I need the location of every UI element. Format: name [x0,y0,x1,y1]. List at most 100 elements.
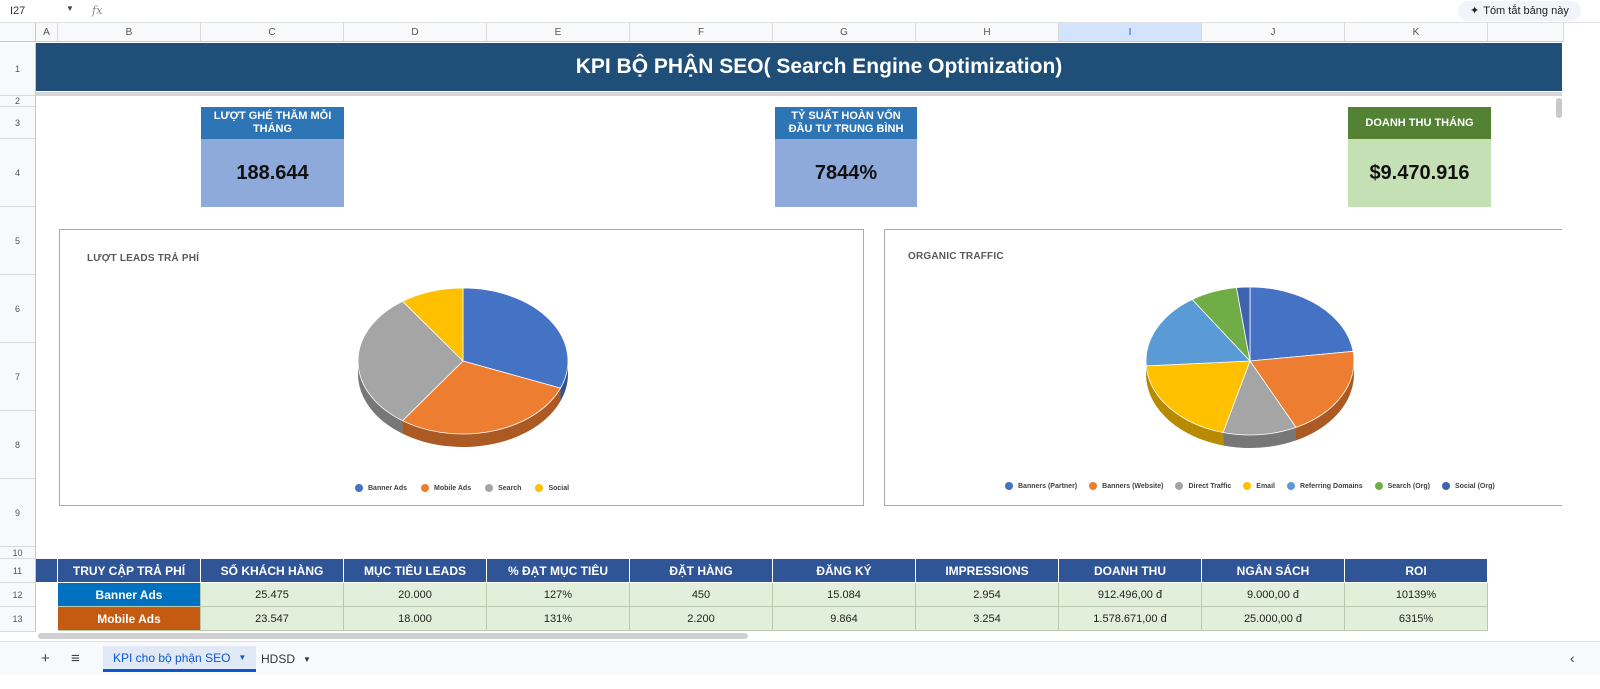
legend-item: Banner Ads [355,484,407,492]
table-cell[interactable]: 6315% [1345,607,1488,631]
organic-traffic-chart[interactable]: ORGANIC TRAFFIC Banners (Partner) Banners… [884,229,1562,506]
row-header-4[interactable]: 4 [0,139,36,207]
table-cell[interactable]: 10139% [1345,583,1488,607]
frozen-row-divider[interactable] [36,92,1562,96]
scroll-thumb[interactable] [38,633,748,639]
pie-slice-search [357,300,464,422]
table-cell[interactable]: 9.864 [773,607,916,631]
table-cell[interactable]: 1.578.671,00 đ [1059,607,1202,631]
table-cell[interactable]: 18.000 [344,607,487,631]
chart-title: LƯỢT LEADS TRẢ PHÍ [87,253,200,264]
kpi-roi-label: TỶ SUẤT HOÀN VỐN ĐẦU TƯ TRUNG BÌNH [775,107,917,139]
legend-label: Social (Org) [1455,482,1495,490]
name-box-dropdown-icon[interactable]: ▼ [66,4,74,13]
table-row-label[interactable]: Banner Ads [58,583,201,607]
table-header: NGÂN SÁCH [1202,559,1345,582]
table-cell[interactable]: 20.000 [344,583,487,607]
name-box[interactable]: I27 [10,5,26,17]
row-header-8[interactable]: 8 [0,411,36,479]
pie-slice-side [402,388,561,447]
table-cell[interactable]: 3.254 [916,607,1059,631]
sparkle-icon: ✦ [1470,5,1480,17]
row-header-6[interactable]: 6 [0,275,36,343]
table-cell[interactable]: 2.200 [630,607,773,631]
kpi-visits-label: LƯỢT GHÉ THĂM MỖI THÁNG [201,107,344,139]
scroll-thumb[interactable] [1556,98,1562,118]
chevron-left-icon[interactable]: ‹ [1570,650,1575,666]
pie-slice-side [1295,361,1354,441]
legend-swatch [355,484,363,492]
column-header-c[interactable]: C [201,23,344,42]
table-cell[interactable]: 15.084 [773,583,916,607]
row-header-11[interactable]: 11 [0,559,36,583]
chevron-down-icon[interactable]: ▼ [238,653,247,662]
table-cell[interactable]: 9.000,00 đ [1202,583,1345,607]
page-title: KPI BỘ PHẬN SEO( Search Engine Optimizat… [36,43,1562,91]
paid-leads-chart[interactable]: LƯỢT LEADS TRẢ PHÍ Banner Ads Mobile Ads S… [59,229,864,506]
table-cell[interactable]: 127% [487,583,630,607]
kpi-roi-value: 7844% [775,139,917,207]
table-header: SỐ KHÁCH HÀNG [201,559,344,582]
legend-label: Mobile Ads [434,484,472,492]
column-header-f[interactable]: F [630,23,773,42]
row-header-9[interactable]: 9 [0,479,36,547]
row-header-1[interactable]: 1 [0,43,36,96]
column-header-blank [1488,23,1564,42]
chart-legend: Banner Ads Mobile Ads Search Social [355,484,569,492]
chart-title: ORGANIC TRAFFIC [908,251,1004,262]
table-header: % ĐẠT MỤC TIÊU [487,559,630,582]
legend-item: Banners (Partner) [1005,482,1077,490]
column-header-g[interactable]: G [773,23,916,42]
legend-swatch [535,484,544,492]
formula-bar: I27 ▼ fx ✦ Tóm tắt bảng này [0,0,1600,23]
all-sheets-menu-icon[interactable]: ≡ [71,650,80,667]
legend-swatch [1005,482,1013,490]
row-header-2[interactable]: 2 [0,96,36,107]
table-cell[interactable]: 131% [487,607,630,631]
column-header-k[interactable]: K [1345,23,1488,42]
row-header-13[interactable]: 13 [0,607,36,632]
sheet-tab-hdsd[interactable]: HDSD ▼ [261,652,311,666]
sheet-tab-kpi[interactable]: KPI cho bộ phận SEO ▼ [103,646,257,672]
column-header-h[interactable]: H [916,23,1059,42]
chevron-down-icon[interactable]: ▼ [303,654,311,664]
table-header: MỤC TIÊU LEADS [344,559,487,582]
horizontal-scrollbar[interactable] [36,632,1562,640]
pie-slice-referring-domains [1145,298,1251,367]
row-header-7[interactable]: 7 [0,343,36,411]
legend-label: Referring Domains [1299,482,1363,490]
pie-chart-svg [357,287,569,447]
column-header-d[interactable]: D [344,23,487,42]
row-header-5[interactable]: 5 [0,207,36,275]
table-cell[interactable]: 25.475 [201,583,344,607]
table-row-label[interactable]: Mobile Ads [58,607,201,631]
column-header-i[interactable]: I [1059,23,1202,42]
legend-item: Email [1243,482,1275,490]
legend-swatch [1286,482,1295,490]
select-all-corner[interactable] [0,23,36,42]
table-cell[interactable]: 23.547 [201,607,344,631]
table-header: ROI [1345,559,1488,582]
legend-swatch [485,484,494,492]
row-header-3[interactable]: 3 [0,107,36,139]
column-header-b[interactable]: B [58,23,201,42]
table-cell[interactable]: 450 [630,583,773,607]
legend-label: Banners (Partner) [1018,482,1078,490]
add-sheet-button[interactable]: + [41,650,50,667]
table-cell[interactable]: 25.000,00 đ [1202,607,1345,631]
column-header-a[interactable]: A [36,23,58,42]
legend-swatch [421,484,430,492]
table-header: IMPRESSIONS [916,559,1059,582]
table-cell[interactable]: 912.496,00 đ [1059,583,1202,607]
table-cell[interactable]: 2.954 [916,583,1059,607]
legend-label: Social [548,484,570,492]
legend-item: Direct Traffic [1175,482,1231,490]
summarize-sheet-button[interactable]: ✦ Tóm tắt bảng này [1458,1,1581,21]
column-header-e[interactable]: E [487,23,630,42]
column-header-j[interactable]: J [1202,23,1345,42]
pie-slice-banner-ads [462,287,569,389]
vertical-scrollbar[interactable] [1554,96,1564,632]
row-header-10[interactable]: 10 [0,547,36,559]
legend-item: Banners (Website) [1089,482,1163,490]
row-header-12[interactable]: 12 [0,583,36,607]
